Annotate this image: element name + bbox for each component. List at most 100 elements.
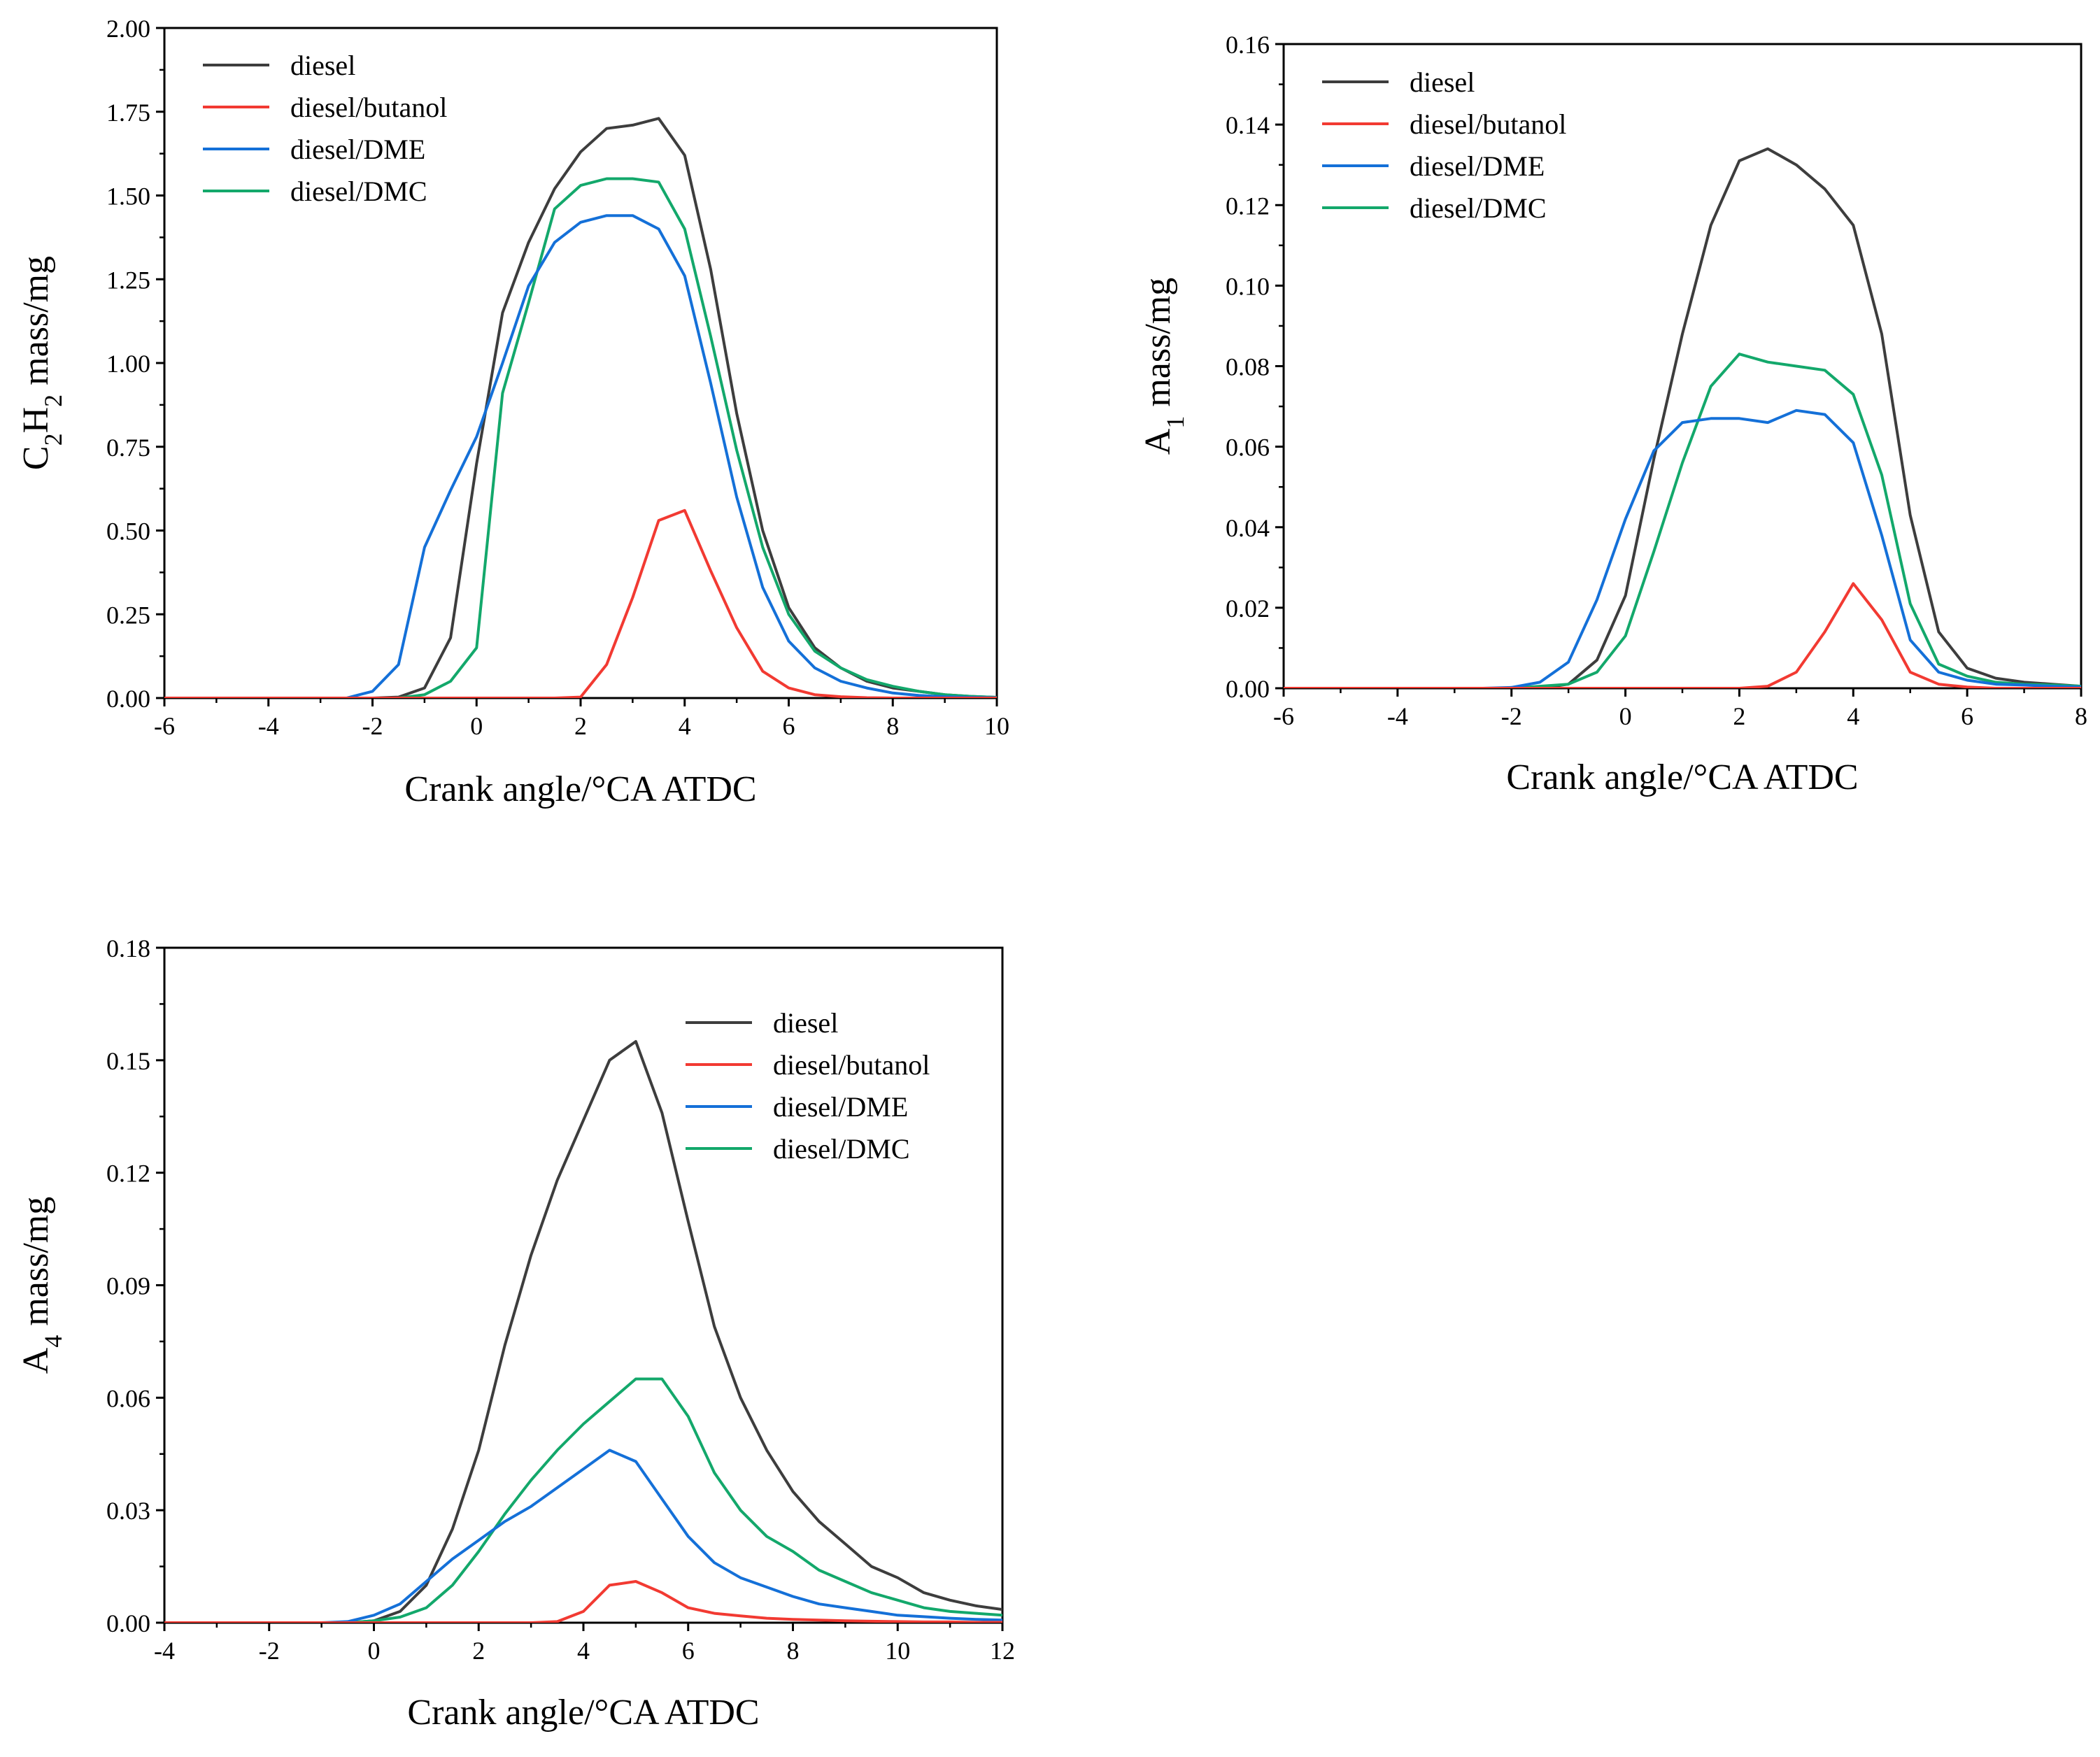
series-line-diesel-dmc bbox=[1284, 353, 2081, 688]
y-tick-label: 1.50 bbox=[106, 183, 150, 211]
legend-label: diesel/DMC bbox=[1410, 192, 1547, 224]
legend-item-diesel-butanol: diesel/butanol bbox=[203, 92, 447, 123]
y-tick-label: 0.08 bbox=[1226, 353, 1270, 381]
x-tick-label: 2 bbox=[1733, 702, 1745, 730]
legend-item-diesel-dme: diesel/DME bbox=[686, 1091, 908, 1123]
x-axis-title: Crank angle/°CA ATDC bbox=[407, 1693, 759, 1733]
y-tick-label: 0.50 bbox=[106, 518, 150, 546]
series-line-diesel bbox=[164, 117, 997, 698]
legend-item-diesel-dme: diesel/DME bbox=[203, 134, 425, 165]
y-tick-label: 1.75 bbox=[106, 99, 150, 127]
series-line-diesel-dmc bbox=[164, 177, 997, 698]
x-tick-label: 0 bbox=[1619, 702, 1632, 730]
x-axis-ticks: -4 -2 0 2 4 6 8 10 12 bbox=[154, 1623, 1015, 1665]
y-axis-title-part: mass/mg bbox=[16, 1197, 56, 1335]
y-tick-label: 0.02 bbox=[1226, 595, 1270, 623]
y-axis-ticks: 0.00 0.25 0.50 0.75 1.00 1.25 1.50 1.75 2.00 bbox=[106, 15, 164, 713]
x-tick-label: -4 bbox=[258, 712, 279, 740]
y-axis-title-subscript: 2 bbox=[39, 394, 67, 407]
legend-item-diesel-butanol: diesel/butanol bbox=[686, 1049, 930, 1081]
x-tick-label: 12 bbox=[990, 1637, 1015, 1665]
y-axis-title-part: H bbox=[16, 407, 56, 434]
legend-label: diesel/butanol bbox=[773, 1049, 930, 1081]
y-axis-title-subscript: 4 bbox=[39, 1335, 67, 1348]
legend-item-diesel: diesel bbox=[203, 50, 355, 81]
series-lines bbox=[164, 1040, 1002, 1623]
legend: diesel diesel/butanol diesel/DME diesel/DMC bbox=[686, 1007, 930, 1165]
legend-label: diesel bbox=[773, 1007, 838, 1039]
legend: diesel diesel/butanol diesel/DME diesel/DMC bbox=[203, 50, 447, 207]
x-tick-label: 6 bbox=[682, 1637, 695, 1665]
legend-label: diesel/DME bbox=[290, 134, 425, 165]
x-tick-label: 10 bbox=[984, 712, 1009, 740]
series-line-diesel-butanol bbox=[164, 1580, 1002, 1623]
series-line-diesel-dme bbox=[164, 1449, 1002, 1623]
x-axis-title: Crank angle/°CA ATDC bbox=[404, 769, 756, 809]
y-axis-title-subscript: 2 bbox=[39, 433, 67, 446]
legend-label: diesel/butanol bbox=[290, 92, 447, 123]
x-tick-label: -4 bbox=[1387, 702, 1408, 730]
y-axis-title: C2H2 mass/mg bbox=[16, 256, 67, 470]
x-tick-label: 8 bbox=[886, 712, 899, 740]
legend-item-diesel-butanol: diesel/butanol bbox=[1322, 108, 1566, 140]
y-tick-label: 0.04 bbox=[1226, 514, 1270, 542]
y-tick-label: 0.75 bbox=[106, 434, 150, 462]
legend-label: diesel/DMC bbox=[290, 176, 427, 207]
y-axis-title: A1 mass/mg bbox=[1138, 278, 1189, 455]
y-tick-label: 0.16 bbox=[1226, 31, 1270, 59]
y-axis-title-part: C bbox=[16, 446, 56, 470]
x-axis-ticks: -6 -4 -2 0 2 4 6 8 10 bbox=[154, 698, 1009, 740]
x-tick-label: -2 bbox=[259, 1637, 280, 1665]
x-axis-title: Crank angle/°CA ATDC bbox=[1506, 757, 1858, 797]
series-line-diesel-dme bbox=[1284, 408, 2081, 688]
y-tick-label: 0.09 bbox=[106, 1272, 150, 1300]
y-tick-label: 0.03 bbox=[106, 1497, 150, 1525]
y-axis-title-part: A bbox=[16, 1347, 56, 1374]
y-axis-title: A4 mass/mg bbox=[16, 1197, 67, 1374]
series-line-diesel bbox=[1284, 147, 2081, 688]
y-tick-label: 0.10 bbox=[1226, 272, 1270, 300]
chart-c2h2: -6 -4 -2 0 2 4 6 8 10 0.00 0.25 0.50 0.75 1.00 1.25 1.5… bbox=[16, 15, 1009, 809]
y-axis-title-subscript: 1 bbox=[1161, 416, 1189, 429]
y-tick-label: 0.15 bbox=[106, 1047, 150, 1075]
series-line-diesel-butanol bbox=[164, 508, 997, 698]
legend-item-diesel-dmc: diesel/DMC bbox=[686, 1133, 910, 1165]
series-lines bbox=[164, 117, 997, 698]
x-tick-label: 8 bbox=[787, 1637, 800, 1665]
y-tick-label: 0.00 bbox=[1226, 675, 1270, 703]
legend-item-diesel-dmc: diesel/DMC bbox=[203, 176, 427, 207]
x-tick-label: -2 bbox=[1501, 702, 1522, 730]
legend-item-diesel-dmc: diesel/DMC bbox=[1322, 192, 1547, 224]
y-axis-title-part: A bbox=[1138, 428, 1178, 455]
x-tick-label: 0 bbox=[368, 1637, 381, 1665]
x-tick-label: 0 bbox=[470, 712, 483, 740]
legend-label: diesel bbox=[290, 50, 355, 81]
y-tick-label: 0.12 bbox=[1226, 192, 1270, 220]
y-tick-label: 0.18 bbox=[106, 934, 150, 962]
legend-label: diesel/DMC bbox=[773, 1133, 910, 1165]
x-tick-label: -4 bbox=[154, 1637, 175, 1665]
x-axis-ticks: -6 -4 -2 0 2 4 6 8 bbox=[1273, 688, 2087, 730]
series-line-diesel-dme bbox=[164, 214, 997, 698]
y-tick-label: 0.00 bbox=[106, 685, 150, 713]
x-tick-label: -2 bbox=[362, 712, 383, 740]
x-tick-label: -6 bbox=[154, 712, 175, 740]
x-tick-label: 4 bbox=[577, 1637, 590, 1665]
y-axis-title-part: mass/mg bbox=[1138, 278, 1178, 416]
y-tick-label: 0.12 bbox=[106, 1160, 150, 1188]
legend-item-diesel: diesel bbox=[1322, 66, 1475, 98]
x-tick-label: 8 bbox=[2075, 702, 2087, 730]
x-tick-label: 2 bbox=[574, 712, 587, 740]
legend: diesel diesel/butanol diesel/DME diesel/DMC bbox=[1322, 66, 1566, 224]
x-tick-label: 4 bbox=[679, 712, 691, 740]
y-tick-label: 0.00 bbox=[106, 1609, 150, 1637]
plot-frame bbox=[1282, 43, 2083, 690]
legend-label: diesel/butanol bbox=[1410, 108, 1566, 140]
y-axis-ticks: 0.00 0.03 0.06 0.09 0.12 0.15 0.18 bbox=[106, 934, 164, 1637]
series-line-diesel-dmc bbox=[164, 1377, 1002, 1623]
y-tick-label: 2.00 bbox=[106, 15, 150, 43]
y-tick-label: 1.25 bbox=[106, 266, 150, 294]
series-line-diesel-butanol bbox=[1284, 582, 2081, 688]
chart-a1: -6 -4 -2 0 2 4 6 80.000.020.040.060.080.100.120… bbox=[1138, 31, 2087, 797]
